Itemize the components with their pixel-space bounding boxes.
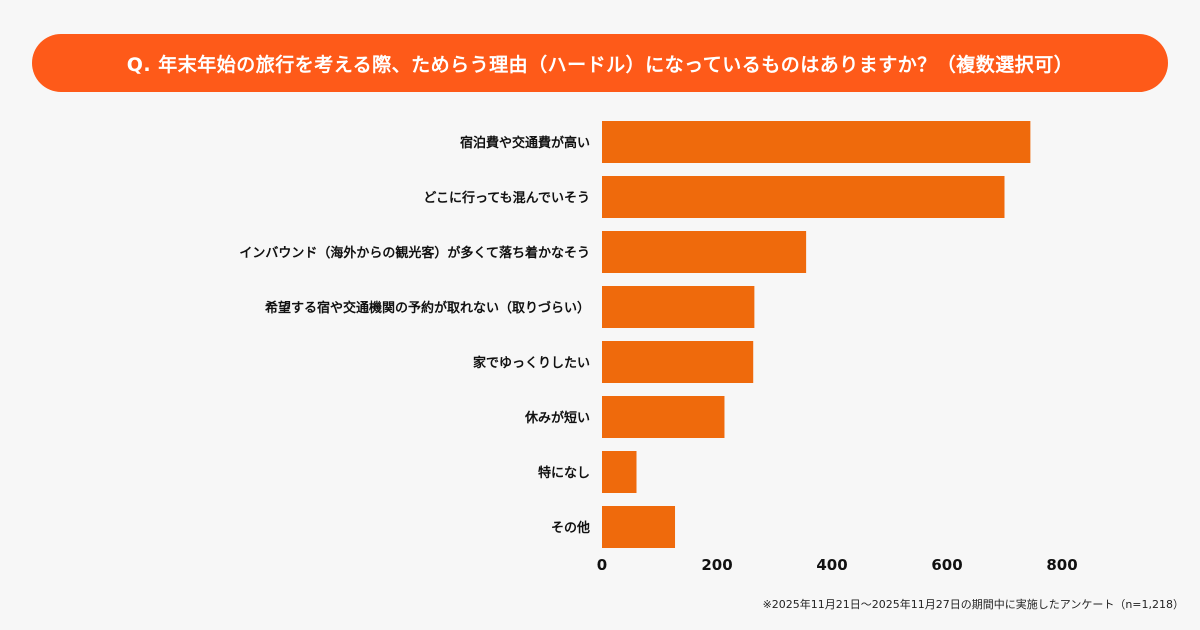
category-label-4: 家でゆっくりしたい [473, 355, 590, 371]
category-label-2: インバウンド（海外からの観光客）が多くて落ち着かなそう [239, 245, 590, 261]
bar-0 [602, 121, 1031, 163]
x-tick-label-2: 400 [816, 556, 847, 574]
x-tick-label-1: 200 [701, 556, 732, 574]
footnote: ※2025年11月21日〜2025年11月27日の期間中に実施したアンケート（n… [762, 598, 1184, 611]
bar-7 [602, 506, 676, 548]
category-label-3: 希望する宿や交通機関の予約が取れない（取りづらい） [265, 300, 590, 316]
category-label-5: 休みが短い [524, 410, 590, 426]
category-label-7: その他 [551, 520, 590, 536]
bar-6 [602, 451, 637, 493]
x-tick-label-0: 0 [597, 556, 607, 574]
bar-4 [602, 341, 754, 383]
category-label-1: どこに行っても混んでいそう [423, 190, 590, 206]
bar-5 [602, 396, 725, 438]
bar-1 [602, 176, 1005, 218]
category-label-0: 宿泊費や交通費が高い [460, 135, 590, 151]
title-banner: Q. 年末年始の旅行を考える際、ためらう理由（ハードル）になっているものはありま… [32, 34, 1168, 92]
x-tick-label-4: 800 [1046, 556, 1077, 574]
bar-3 [602, 286, 755, 328]
bar-2 [602, 231, 807, 273]
x-tick-label-3: 600 [931, 556, 962, 574]
chart-title: Q. 年末年始の旅行を考える際、ためらう理由（ハードル）になっているものはありま… [126, 53, 1074, 76]
category-label-6: 特になし [538, 465, 590, 481]
